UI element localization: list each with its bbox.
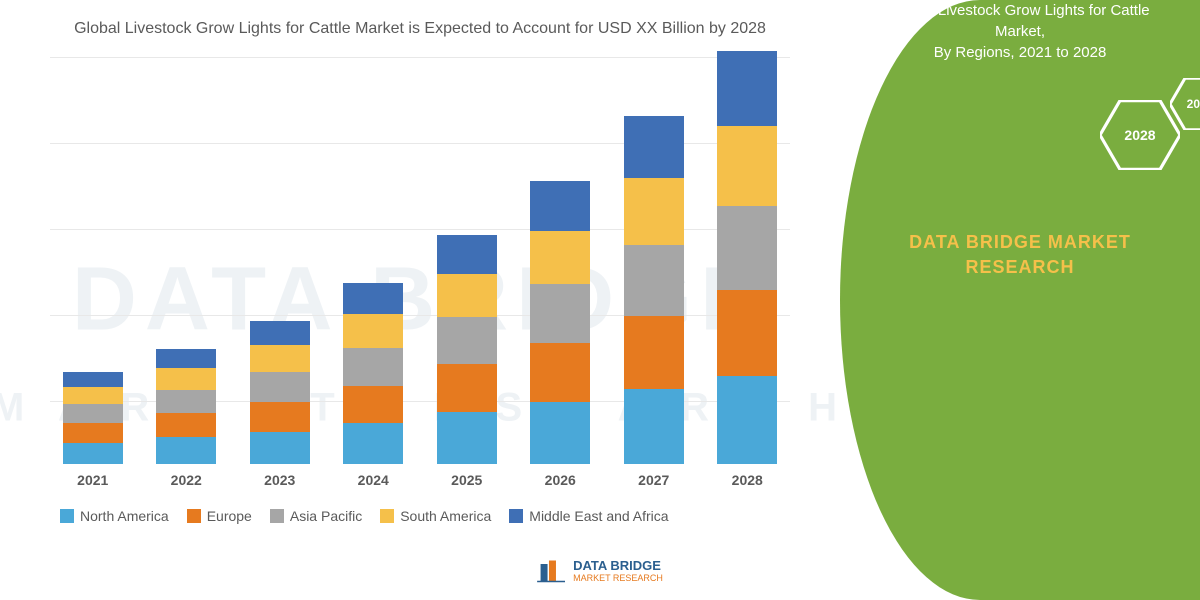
chart-title: Global Livestock Grow Lights for Cattle … [30, 20, 810, 38]
legend-swatch [187, 509, 201, 523]
bar-segment [530, 284, 590, 342]
bar-segment [250, 402, 310, 432]
bar-segment [437, 412, 497, 464]
sidebar-title: Global Livestock Grow Lights for Cattle … [840, 0, 1200, 63]
x-axis-label: 2027 [638, 472, 669, 488]
legend-item: South America [380, 508, 491, 524]
bar-segment [530, 402, 590, 464]
bar-segment [156, 413, 216, 437]
legend-label: South America [400, 508, 491, 524]
bar-segment [250, 432, 310, 464]
bar-segment [437, 317, 497, 364]
x-axis-label: 2023 [264, 472, 295, 488]
legend-item: Middle East and Africa [509, 508, 668, 524]
bar-segment [250, 372, 310, 402]
hex-2021-label: 2021 [1187, 97, 1200, 111]
bar-segment [156, 437, 216, 464]
bar-segment [250, 345, 310, 372]
bar-segment [530, 181, 590, 230]
legend-item: Europe [187, 508, 252, 524]
legend-item: Asia Pacific [270, 508, 362, 524]
bar-segment [343, 314, 403, 348]
bar-column: 2028 [715, 51, 781, 488]
bar-column: 2023 [247, 321, 313, 488]
brand-text: DATA BRIDGE MARKETRESEARCH [840, 230, 1200, 280]
bar-stack [624, 116, 684, 464]
hex-2028: 2028 [1100, 100, 1180, 170]
x-axis-label: 2025 [451, 472, 482, 488]
bar-segment [437, 235, 497, 274]
bar-column: 2021 [60, 372, 126, 488]
x-axis-label: 2021 [77, 472, 108, 488]
x-axis-label: 2024 [358, 472, 389, 488]
x-axis-label: 2026 [545, 472, 576, 488]
bar-stack [63, 372, 123, 464]
bar-segment [63, 387, 123, 404]
hex-2028-label: 2028 [1124, 127, 1155, 143]
bar-segment [63, 423, 123, 442]
bar-stack [717, 51, 777, 464]
x-axis-label: 2022 [171, 472, 202, 488]
bar-segment [343, 283, 403, 313]
x-axis-label: 2028 [732, 472, 763, 488]
main-container: Global Livestock Grow Lights for Cattle … [0, 0, 1200, 600]
bar-segment [717, 290, 777, 376]
bar-segment [343, 386, 403, 424]
bar-segment [63, 404, 123, 423]
chart-panel: Global Livestock Grow Lights for Cattle … [0, 0, 840, 600]
bar-stack [530, 181, 590, 464]
hex-2021: 2021 [1170, 78, 1200, 130]
bar-segment [717, 206, 777, 290]
bar-segment [530, 231, 590, 285]
bar-segment [63, 372, 123, 387]
bar-segment [63, 443, 123, 465]
bar-stack [156, 349, 216, 464]
bar-segment [156, 390, 216, 414]
bar-segment [624, 316, 684, 389]
bar-segment [437, 274, 497, 317]
legend-label: Europe [207, 508, 252, 524]
legend-swatch [380, 509, 394, 523]
bar-column: 2027 [621, 116, 687, 488]
bar-segment [624, 116, 684, 178]
bars-container: 2021 2022 2023 2024 2025 2026 2027 2028 [50, 58, 790, 488]
bar-column: 2022 [154, 349, 220, 488]
bar-column: 2025 [434, 235, 500, 488]
bar-segment [156, 349, 216, 368]
legend-label: North America [80, 508, 169, 524]
bar-segment [343, 423, 403, 464]
bar-segment [717, 376, 777, 464]
bar-segment [156, 368, 216, 390]
chart-area: 2021 2022 2023 2024 2025 2026 2027 2028 [50, 58, 790, 488]
sidebar-title-wrap: Global Livestock Grow Lights for Cattle … [840, 0, 1200, 63]
bar-stack [343, 283, 403, 464]
bar-segment [343, 348, 403, 386]
legend-swatch [509, 509, 523, 523]
legend-label: Middle East and Africa [529, 508, 668, 524]
bar-segment [717, 126, 777, 206]
bar-column: 2024 [341, 283, 407, 488]
bar-segment [530, 343, 590, 402]
legend-item: North America [60, 508, 169, 524]
sidebar-panel: Global Livestock Grow Lights for Cattle … [840, 0, 1200, 600]
bar-segment [624, 178, 684, 245]
bar-stack [437, 235, 497, 464]
legend-swatch [60, 509, 74, 523]
bar-segment [717, 51, 777, 126]
bar-segment [624, 245, 684, 316]
legend-label: Asia Pacific [290, 508, 362, 524]
bar-segment [250, 321, 310, 345]
bar-column: 2026 [528, 181, 594, 488]
legend-swatch [270, 509, 284, 523]
bar-segment [437, 364, 497, 412]
bar-stack [250, 321, 310, 464]
bar-segment [624, 389, 684, 464]
legend: North America Europe Asia Pacific South Ame… [60, 508, 810, 524]
